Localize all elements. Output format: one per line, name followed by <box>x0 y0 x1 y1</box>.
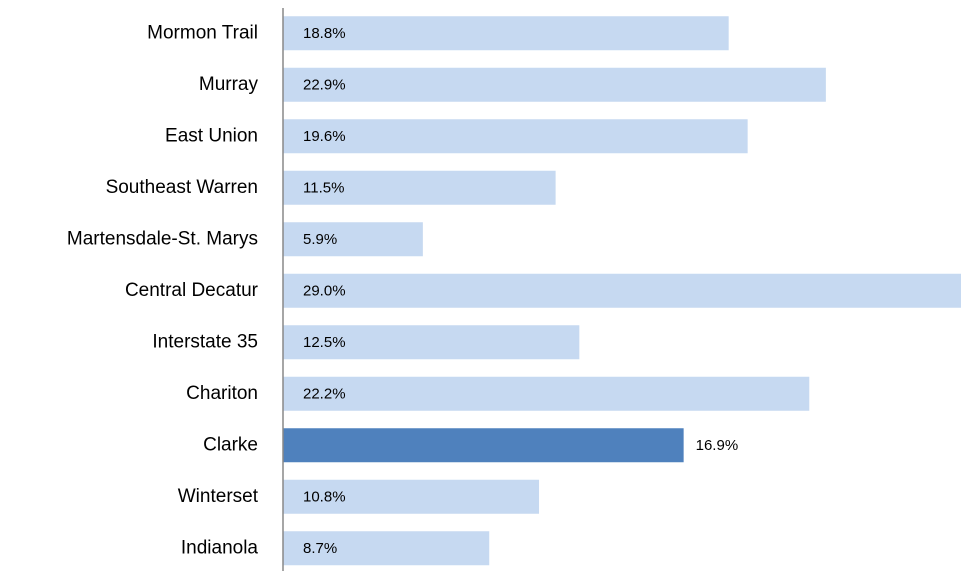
bar <box>283 119 748 154</box>
value-label: 16.9% <box>696 437 739 454</box>
value-label: 18.8% <box>303 25 346 42</box>
value-label: 22.2% <box>303 386 346 403</box>
category-label: Mormon Trail <box>147 22 258 43</box>
value-label: 5.9% <box>303 231 337 248</box>
bar <box>283 273 961 308</box>
category-label: Central Decatur <box>125 280 259 301</box>
category-label: Interstate 35 <box>152 331 258 352</box>
category-label: East Union <box>165 125 258 146</box>
category-label: Murray <box>199 74 259 95</box>
value-label: 12.5% <box>303 334 346 351</box>
category-label: Southeast Warren <box>106 177 258 198</box>
bar <box>283 479 540 514</box>
value-label: 8.7% <box>303 540 337 557</box>
category-label: Clarke <box>203 434 258 455</box>
bar <box>283 170 556 205</box>
value-label: 10.8% <box>303 489 346 506</box>
category-label: Winterset <box>178 486 259 507</box>
bar <box>283 325 580 360</box>
bar <box>283 531 490 566</box>
bar <box>283 16 729 51</box>
category-label: Chariton <box>186 383 258 404</box>
bar <box>283 67 826 102</box>
value-label: 29.0% <box>303 283 346 300</box>
bar <box>283 222 423 257</box>
category-label: Martensdale-St. Marys <box>67 228 258 249</box>
bar <box>283 428 684 463</box>
value-label: 22.9% <box>303 77 346 94</box>
value-label: 11.5% <box>303 180 344 197</box>
value-label: 19.6% <box>303 128 346 145</box>
bar <box>283 376 810 411</box>
category-label: Indianola <box>181 537 259 558</box>
